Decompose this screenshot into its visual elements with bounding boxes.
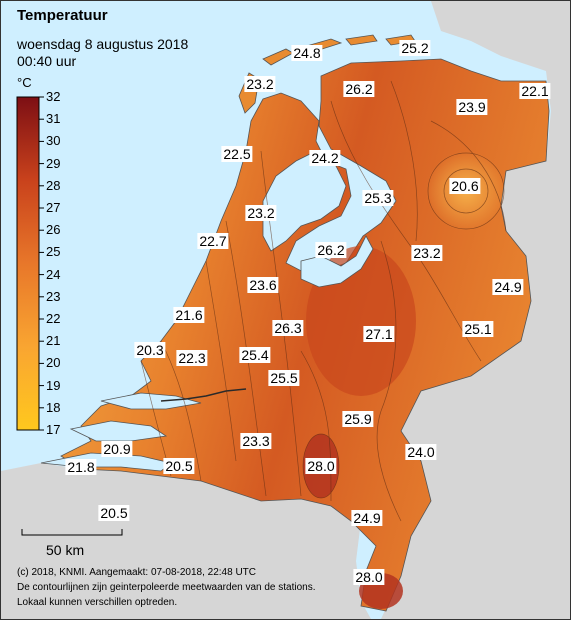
station-temperature: 21.8 [65, 459, 97, 475]
scale-bar [21, 529, 123, 536]
ijsselmeer [262, 150, 347, 252]
footer-note: Lokaal kunnen verschillen optreden. [17, 597, 178, 608]
station-temperature: 23.9 [456, 99, 488, 115]
waterweg [160, 388, 247, 402]
legend-color-bar [16, 96, 40, 431]
footer-copyright: (c) 2018, KNMI. Aangemaakt: 07-08-2018, … [17, 567, 257, 578]
station-temperature: 20.6 [449, 178, 481, 194]
legend-tick-label: 19 [46, 377, 61, 393]
legend-tick-label: 21 [46, 333, 61, 349]
legend-ticks [39, 96, 44, 431]
station-temperature: 26.2 [343, 81, 375, 97]
legend-tick-label: 29 [46, 155, 61, 171]
station-temperature: 28.0 [353, 569, 385, 585]
legend-unit: °C [17, 75, 32, 90]
station-temperature: 22.7 [197, 233, 229, 249]
station-temperature: 23.2 [245, 205, 277, 221]
belgium-land [1, 463, 371, 619]
germany-land [381, 1, 570, 619]
station-temperature: 20.5 [163, 458, 195, 474]
station-temperature: 25.4 [239, 347, 271, 363]
island-vlieland [262, 48, 294, 66]
legend-tick-label: 23 [46, 288, 61, 304]
station-temperature: 28.0 [305, 458, 337, 474]
station-temperature: 22.3 [176, 350, 208, 366]
legend-tick-label: 18 [46, 399, 61, 415]
markermeer [300, 235, 374, 288]
station-temperature: 22.1 [519, 83, 551, 99]
legend-tick-label: 28 [46, 177, 61, 193]
legend-tick-label: 31 [46, 111, 61, 127]
legend-tick-label: 27 [46, 200, 61, 215]
legend-tick-label: 22 [46, 311, 61, 326]
station-temperature: 24.8 [291, 45, 323, 61]
legend-tick-label: 24 [46, 266, 61, 282]
station-temperature: 20.5 [98, 505, 130, 521]
legend-tick-label: 30 [46, 133, 61, 149]
station-temperature: 26.2 [315, 242, 347, 258]
station-temperature: 25.2 [399, 40, 431, 56]
station-temperature: 20.9 [101, 441, 133, 457]
contour-lines [140, 80, 507, 522]
footer-note: De contourlijnen zijn geinterpoleerde me… [17, 582, 316, 593]
legend-tick-label: 17 [46, 422, 61, 437]
station-temperature: 25.3 [362, 190, 394, 206]
station-temperature: 25.9 [342, 411, 374, 427]
station-temperature: 20.3 [134, 342, 166, 358]
station-temperature: 23.2 [411, 245, 443, 261]
legend-tick-label: 20 [46, 355, 61, 371]
station-temperature: 22.5 [221, 146, 253, 162]
station-temperature: 23.2 [244, 76, 276, 92]
station-temperature: 23.3 [240, 433, 272, 449]
station-temperature: 24.0 [405, 444, 437, 460]
legend-tick-label: 32 [46, 89, 61, 104]
station-temperature: 21.6 [173, 307, 205, 323]
station-temperature: 24.9 [351, 510, 383, 526]
station-temperature: 27.1 [363, 326, 395, 342]
map-time: 00:40 uur [17, 53, 77, 69]
legend-tick-label: 26 [46, 222, 61, 238]
station-temperature: 24.9 [492, 279, 524, 295]
station-temperature: 23.6 [247, 277, 279, 293]
map-date: woensdag 8 augustus 2018 [17, 36, 189, 52]
oosterschelde [69, 420, 168, 442]
station-temperature: 25.1 [462, 321, 494, 337]
station-temperature: 26.3 [272, 320, 304, 336]
map-title: Temperatuur [17, 7, 108, 24]
station-temperature: 25.5 [268, 370, 300, 386]
island-ameland [345, 34, 378, 46]
legend-tick-label: 25 [46, 244, 61, 260]
station-temperature: 24.2 [309, 150, 341, 166]
scale-bar-label: 50 km [46, 542, 85, 558]
